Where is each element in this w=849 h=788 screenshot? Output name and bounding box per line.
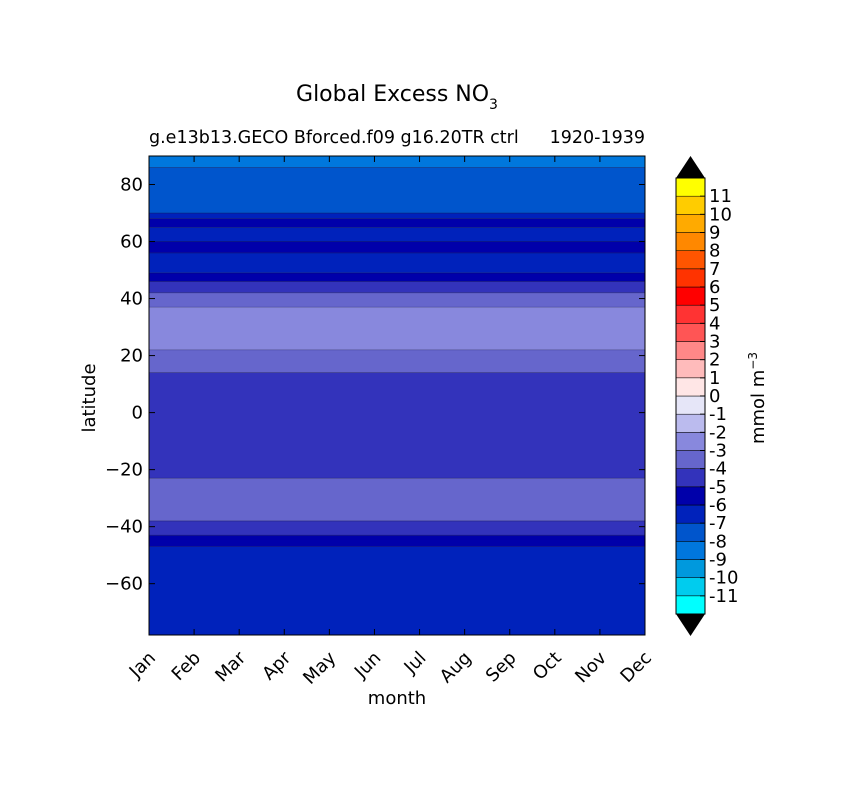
colorbar-segment [675, 559, 706, 578]
colorbar-segment [675, 177, 706, 197]
contour-band [149, 520, 645, 536]
x-tick-label: Nov [571, 647, 611, 687]
colorbar-tick-label: 2 [709, 350, 720, 371]
colorbar-tick-label: 6 [709, 277, 720, 298]
x-tick-label: Jun [350, 648, 385, 683]
colorbar-tick-label: 3 [709, 332, 720, 353]
colorbar-segment [675, 468, 706, 488]
colorbar-tick-label: 10 [709, 204, 732, 225]
contour-band [149, 372, 645, 479]
y-tick-label: 80 [120, 175, 143, 196]
x-tick-label: Sep [482, 648, 521, 687]
y-axis: 80 60 40 20 0 −20 −40 −60 [105, 175, 645, 595]
contour-band [149, 213, 645, 219]
chart-subtitle-right: 1920-1939 [550, 128, 645, 148]
colorbar-tick-label: -7 [709, 513, 727, 534]
colorbar-tick-label: 8 [709, 241, 720, 262]
colorbar-segment [675, 195, 706, 215]
colorbar-tick-label: -8 [709, 531, 727, 552]
colorbar-tick-label: -4 [709, 459, 727, 480]
contour-band [149, 156, 645, 168]
colorbar-tick-label: -5 [709, 477, 727, 498]
x-tick-label: Aug [436, 648, 476, 688]
colorbar-segment [675, 377, 706, 397]
x-tick-label: Oct [529, 648, 566, 685]
y-tick-label: −40 [105, 517, 143, 538]
colorbar-tick-label: 5 [709, 295, 720, 316]
contour-band [149, 281, 645, 293]
y-tick-label: −20 [105, 460, 143, 481]
colorbar-segment [675, 522, 706, 542]
colorbar-label: mmol m−3 [746, 352, 769, 444]
contour-band [149, 478, 645, 521]
y-tick-label: 20 [120, 346, 143, 367]
colorbar-tick-label: 4 [709, 313, 720, 334]
colorbar-segment [675, 286, 706, 306]
colorbar-segment [675, 504, 706, 524]
chart-subtitle-left: g.e13b13.GECO Bforced.f09 g16.20TR ctrl [149, 128, 519, 148]
contour-band [149, 535, 645, 547]
colorbar-tick-label: -1 [709, 404, 727, 425]
chart-title: Global Excess NO3 [296, 82, 498, 113]
plot-frame [148, 155, 646, 636]
x-tick-label: Jul [400, 648, 431, 679]
colorbar-segment [675, 595, 706, 615]
x-axis-label: month [368, 688, 426, 709]
contour-band [149, 252, 645, 273]
x-tick-label: Apr [258, 647, 295, 684]
colorbar-tick-label: -2 [709, 422, 727, 443]
x-tick-label: Dec [616, 648, 655, 687]
colorbar-tick-label: 7 [709, 259, 720, 280]
colorbar-tick-label: 9 [709, 223, 720, 244]
contour-band [149, 241, 645, 253]
y-tick-label: 0 [132, 403, 143, 424]
colorbar-tick-label: -10 [709, 568, 738, 589]
colorbar-tick-label: 0 [709, 386, 720, 407]
colorbar-tick-label: -11 [709, 586, 738, 607]
colorbar-extend-bottom [676, 614, 705, 636]
colorbar-segment [675, 486, 706, 506]
colorbar-segment [675, 232, 706, 251]
x-tick-label: Mar [211, 647, 250, 686]
colorbar-segment [675, 214, 706, 233]
colorbar-segment [675, 323, 706, 342]
colorbar-segment [675, 341, 706, 360]
contour-band [149, 546, 645, 635]
colorbar-segment [675, 432, 706, 451]
colorbar-segment [675, 359, 706, 379]
colorbar-tick-label: -6 [709, 495, 727, 516]
colorbar-segment [675, 268, 706, 288]
x-tick-label: Feb [168, 648, 205, 685]
contour-band [149, 227, 645, 242]
contour-band [149, 167, 645, 214]
y-tick-label: 60 [120, 232, 143, 253]
colorbar-segment [675, 541, 706, 560]
y-axis-label: latitude [79, 363, 100, 432]
plot-area [148, 155, 646, 636]
colorbar-tick-label: 1 [709, 368, 720, 389]
colorbar-tick-label: -9 [709, 550, 727, 571]
contour-band [149, 349, 645, 373]
contour-band [149, 292, 645, 308]
contour-band [149, 307, 645, 350]
colorbar-segment [675, 450, 706, 469]
colorbar-segment [675, 413, 706, 433]
colorbar-segment [675, 304, 706, 324]
colorbar-segment [675, 577, 706, 597]
x-tick-label: May [299, 647, 340, 688]
x-tick-label: Jan [125, 648, 160, 683]
contour-band [149, 272, 645, 282]
colorbar-segment [675, 250, 706, 270]
y-tick-label: 40 [120, 289, 143, 310]
colorbar-segment [675, 395, 706, 415]
colorbar-extend-top [676, 156, 705, 178]
colorbar-tick-label: 11 [709, 186, 732, 207]
contour-band [149, 218, 645, 228]
y-tick-label: −60 [105, 574, 143, 595]
colorbar-tick-label: -3 [709, 441, 727, 462]
